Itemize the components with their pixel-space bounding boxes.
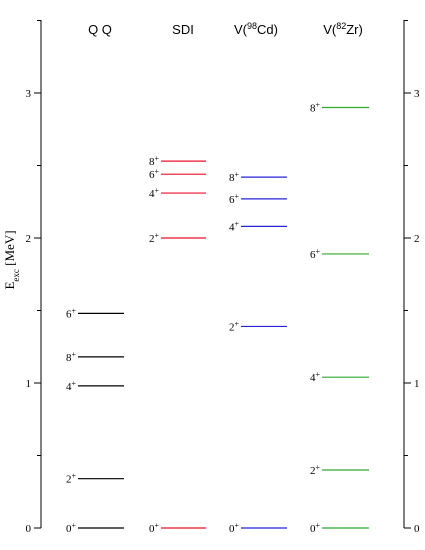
level-parity: + <box>71 471 76 480</box>
level-parity: + <box>71 521 76 530</box>
level-parity: + <box>154 521 159 530</box>
level-spin-label: 4+ <box>149 186 160 201</box>
column-title-mass-number: 82 <box>336 21 346 31</box>
level-spin-value: 8 <box>310 103 316 115</box>
level-spin-value: 4 <box>229 221 235 233</box>
level-spin-label: 6+ <box>149 167 160 182</box>
level-spin-value: 4 <box>66 381 72 393</box>
y-axis-title: Eexc [MeV] <box>2 230 21 289</box>
level-spin-label: 2+ <box>66 471 77 486</box>
level-parity: + <box>234 319 239 328</box>
axes: 0 0 1 1 2 2 3 3 <box>26 20 420 535</box>
level-spin-value: 6 <box>149 169 155 181</box>
level-spin-value: 6 <box>310 249 316 261</box>
column-title: V(82Zr) <box>323 21 363 37</box>
level-spin-value: 4 <box>149 188 155 200</box>
level-spin-label: 2+ <box>310 463 321 478</box>
level-spin-label: 0+ <box>149 521 160 536</box>
column-title: Q Q <box>88 22 112 37</box>
level-spin-label: 4+ <box>66 378 77 393</box>
column-title-text: V( <box>323 22 337 37</box>
left-tick-label: 1 <box>26 378 32 390</box>
right-tick-label: 1 <box>414 378 420 390</box>
level-columns: Q Q0+2+4+8+6+SDI0+2+4+6+8+V(98Cd)0+2+4+6… <box>66 21 369 535</box>
level-parity: + <box>154 231 159 240</box>
right-tick-label: 2 <box>414 233 420 245</box>
level-spin-value: 4 <box>310 372 316 384</box>
level-parity: + <box>234 219 239 228</box>
level-parity: + <box>71 349 76 358</box>
level-spin-value: 2 <box>310 465 316 477</box>
column-title-text: V( <box>234 22 248 37</box>
y-axis-title-unit: [MeV] <box>2 230 17 269</box>
column-title-element: Zr) <box>346 22 363 37</box>
level-spin-label: 8+ <box>66 349 77 364</box>
left-tick-label: 2 <box>26 233 32 245</box>
column-title-text: Q Q <box>88 22 112 37</box>
level-spin-label: 6+ <box>229 191 240 206</box>
level-spin-value: 0 <box>149 523 155 535</box>
level-parity: + <box>154 167 159 176</box>
level-spin-label: 8+ <box>229 170 240 185</box>
level-spin-label: 0+ <box>66 521 77 536</box>
level-spin-value: 8 <box>66 352 72 364</box>
column-title: V(98Cd) <box>234 21 278 37</box>
level-parity: + <box>315 370 320 379</box>
level-spin-value: 2 <box>149 233 155 245</box>
level-spin-label: 4+ <box>310 370 321 385</box>
y-axis-label: Eexc [MeV] <box>2 230 21 289</box>
level-spin-value: 0 <box>229 523 235 535</box>
column-1: Q Q0+2+4+8+6+ <box>66 22 124 535</box>
level-parity: + <box>71 378 76 387</box>
level-spin-label: 6+ <box>66 306 77 321</box>
left-tick-label: 0 <box>26 523 32 535</box>
level-spin-label: 0+ <box>310 521 321 536</box>
level-spin-value: 2 <box>229 321 235 333</box>
level-spin-label: 8+ <box>149 154 160 169</box>
y-axis-title-main: E <box>2 282 17 290</box>
level-spin-value: 0 <box>66 523 72 535</box>
level-spin-label: 4+ <box>229 219 240 234</box>
right-tick-label: 3 <box>414 88 420 100</box>
level-parity: + <box>315 463 320 472</box>
level-parity: + <box>315 246 320 255</box>
level-parity: + <box>234 521 239 530</box>
level-spin-label: 0+ <box>229 521 240 536</box>
level-spin-value: 6 <box>229 194 235 206</box>
right-tick-label: 0 <box>414 523 420 535</box>
level-parity: + <box>234 191 239 200</box>
column-title-element: Cd) <box>257 22 278 37</box>
column-3: V(98Cd)0+2+4+6+8+ <box>229 21 287 535</box>
column-title-mass-number: 98 <box>247 21 257 31</box>
level-spin-label: 6+ <box>310 246 321 261</box>
level-parity: + <box>315 100 320 109</box>
level-parity: + <box>71 306 76 315</box>
level-spin-value: 8 <box>229 172 235 184</box>
column-title: SDI <box>172 22 194 37</box>
level-spin-label: 2+ <box>149 231 160 246</box>
level-parity: + <box>154 154 159 163</box>
level-spin-value: 2 <box>66 474 72 486</box>
level-spin-value: 8 <box>149 156 155 168</box>
level-parity: + <box>315 521 320 530</box>
left-tick-label: 3 <box>26 88 32 100</box>
y-axis-title-subscript: exc <box>11 269 21 282</box>
level-spin-label: 2+ <box>229 319 240 334</box>
column-4: V(82Zr)0+2+4+6+8+ <box>310 21 369 535</box>
column-title-text: SDI <box>172 22 194 37</box>
level-spin-label: 8+ <box>310 100 321 115</box>
level-spin-value: 0 <box>310 523 316 535</box>
level-parity: + <box>154 186 159 195</box>
level-parity: + <box>234 170 239 179</box>
level-spin-value: 6 <box>66 308 72 320</box>
